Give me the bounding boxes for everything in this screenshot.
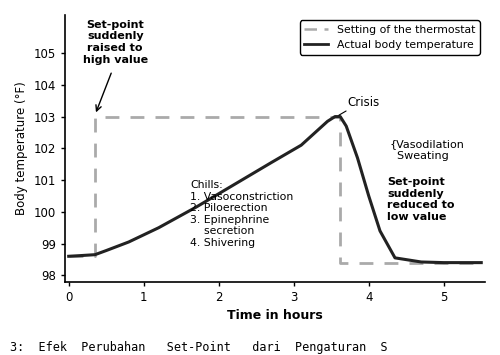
Text: {Vasodilation
  Sweating: {Vasodilation Sweating bbox=[390, 139, 464, 161]
Text: Chills:
1. Vasoconstriction
2. Piloerection
3. Epinephrine
    secretion
4. Shiv: Chills: 1. Vasoconstriction 2. Piloerect… bbox=[190, 180, 294, 248]
Text: 3:  Efek  Perubahan   Set-Point   dari  Pengaturan  S: 3: Efek Perubahan Set-Point dari Pengatu… bbox=[10, 342, 388, 354]
Y-axis label: Body temperature (°F): Body temperature (°F) bbox=[15, 81, 28, 215]
Text: Set-point
suddenly
reduced to
low value: Set-point suddenly reduced to low value bbox=[388, 177, 455, 222]
X-axis label: Time in hours: Time in hours bbox=[227, 309, 323, 322]
Text: Set-point
suddenly
raised to
high value: Set-point suddenly raised to high value bbox=[82, 20, 148, 65]
Legend: Setting of the thermostat, Actual body temperature: Setting of the thermostat, Actual body t… bbox=[300, 21, 480, 55]
Text: Crisis: Crisis bbox=[348, 95, 380, 109]
